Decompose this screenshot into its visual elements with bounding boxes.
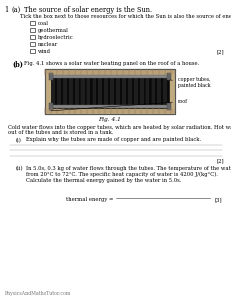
Text: coal: coal	[38, 21, 49, 26]
Text: Calculate the thermal energy gained by the water in 5.0s.: Calculate the thermal energy gained by t…	[26, 178, 181, 183]
Text: In 5.0s, 0.3 kg of water flows through the tubes. The temperature of the water i: In 5.0s, 0.3 kg of water flows through t…	[26, 166, 231, 171]
Text: copper tubes,
painted black: copper tubes, painted black	[170, 77, 211, 88]
Bar	[155, 75, 157, 108]
Text: from 20°C to 72°C. The specific heat capacity of water is 4200 J/(kg°C).: from 20°C to 72°C. The specific heat cap…	[26, 172, 218, 177]
Bar	[140, 75, 143, 108]
Bar	[114, 75, 116, 108]
Bar	[116, 75, 120, 108]
Text: [2]: [2]	[216, 49, 224, 54]
Bar	[146, 75, 149, 108]
Bar	[85, 75, 86, 108]
Text: Fig. 4.1: Fig. 4.1	[99, 117, 122, 122]
Bar	[87, 75, 90, 108]
Bar	[98, 75, 102, 108]
Bar	[45, 69, 175, 114]
Bar	[167, 75, 169, 108]
Text: (b): (b)	[12, 61, 23, 69]
Bar	[92, 75, 96, 108]
Bar	[67, 75, 69, 108]
Bar	[104, 75, 108, 108]
Bar	[45, 69, 175, 75]
Text: wind: wind	[38, 49, 51, 54]
Bar	[132, 75, 134, 108]
Bar	[45, 69, 175, 114]
Text: nuclear: nuclear	[38, 42, 58, 47]
Text: [2]: [2]	[216, 158, 224, 163]
Text: (ii): (ii)	[16, 166, 24, 171]
Bar	[50, 75, 170, 78]
Bar	[30, 28, 34, 32]
Text: hydroelectric: hydroelectric	[38, 35, 74, 40]
Text: 1: 1	[4, 6, 8, 14]
Bar	[157, 75, 161, 108]
Bar	[81, 75, 85, 108]
Bar	[30, 34, 34, 39]
Bar	[126, 75, 128, 108]
Bar	[134, 75, 138, 108]
Text: geothermal: geothermal	[38, 28, 69, 33]
Bar	[61, 75, 63, 108]
Bar	[149, 75, 151, 108]
Text: [3]: [3]	[214, 197, 222, 202]
Text: (i): (i)	[16, 137, 22, 142]
Bar	[30, 20, 34, 25]
Bar	[161, 75, 163, 108]
Text: roof: roof	[51, 99, 188, 111]
Bar	[108, 75, 110, 108]
Text: PhysicsAndMathsTutor.com: PhysicsAndMathsTutor.com	[5, 291, 71, 296]
Bar	[79, 75, 80, 108]
Text: The source of solar energy is the Sun.: The source of solar energy is the Sun.	[24, 6, 152, 14]
Text: thermal energy =: thermal energy =	[66, 197, 115, 202]
Bar	[120, 75, 122, 108]
Text: out of the tubes and is stored in a tank.: out of the tubes and is stored in a tank…	[8, 130, 113, 136]
Bar	[51, 75, 55, 108]
Bar	[96, 75, 98, 108]
Bar	[138, 75, 140, 108]
Bar	[57, 75, 61, 108]
Bar	[49, 103, 53, 110]
Bar	[45, 108, 175, 114]
Bar	[167, 103, 171, 110]
Bar	[73, 75, 75, 108]
Bar	[55, 75, 57, 108]
Bar	[152, 75, 155, 108]
Bar	[49, 73, 53, 80]
Bar	[30, 49, 34, 53]
Text: Explain why the tubes are made of copper and are painted black.: Explain why the tubes are made of copper…	[26, 137, 201, 142]
Bar	[90, 75, 92, 108]
Bar	[102, 75, 104, 108]
Bar	[69, 75, 73, 108]
Bar	[143, 75, 145, 108]
Text: Cold water flows into the copper tubes, which are heated by solar radiation. Hot: Cold water flows into the copper tubes, …	[8, 125, 231, 130]
Text: (a): (a)	[12, 6, 21, 14]
Bar	[45, 69, 51, 114]
Text: Tick the box next to those resources for which the Sun is also the source of ene: Tick the box next to those resources for…	[20, 14, 231, 19]
Bar	[122, 75, 126, 108]
Bar	[51, 75, 169, 108]
Text: Fig. 4.1 shows a solar water heating panel on the roof of a house.: Fig. 4.1 shows a solar water heating pan…	[24, 61, 199, 66]
Bar	[167, 73, 171, 80]
Bar	[30, 41, 34, 46]
Bar	[128, 75, 132, 108]
Bar	[75, 75, 79, 108]
Bar	[163, 75, 167, 108]
Bar	[110, 75, 114, 108]
Bar	[169, 69, 175, 114]
Bar	[63, 75, 67, 108]
Bar	[50, 105, 170, 108]
